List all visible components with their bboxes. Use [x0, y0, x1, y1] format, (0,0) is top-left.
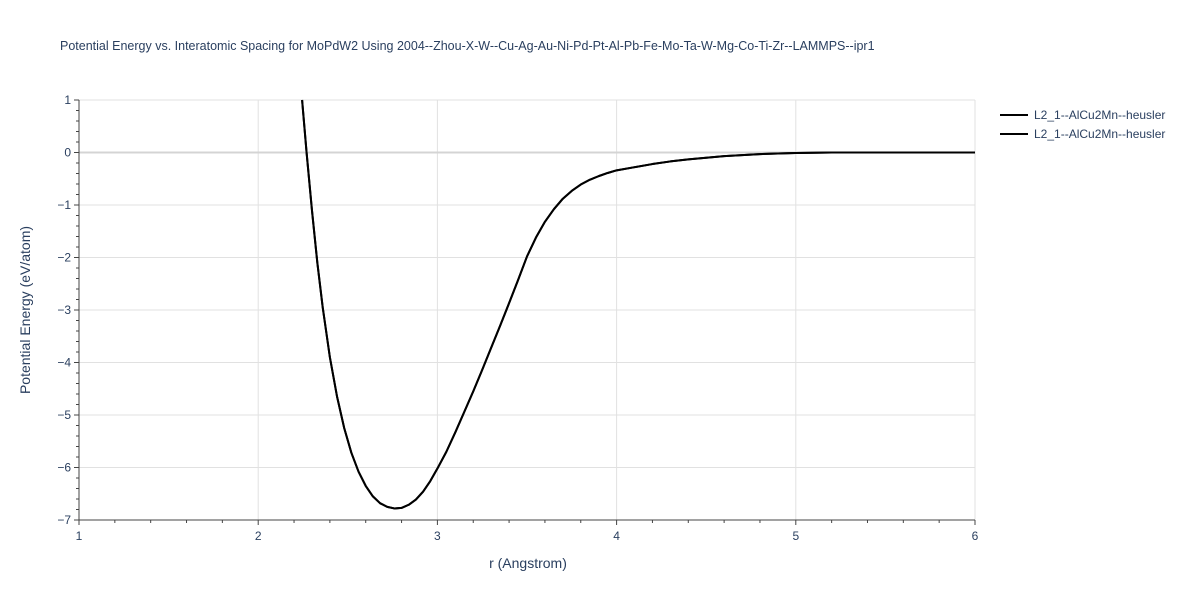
- y-axis-title: Potential Energy (eV/atom): [17, 226, 33, 394]
- y-tick-label: 1: [64, 93, 71, 107]
- legend-label-2: L2_1--AlCu2Mn--heusler: [1034, 127, 1165, 141]
- axis-layer: 1 2 3 4 5 6 1 0 −1 −2 −3 −4 −5 −6 −7: [57, 93, 978, 543]
- x-tick-label: 1: [76, 529, 83, 543]
- series-line-2: [301, 99, 975, 510]
- legend-label-1: L2_1--AlCu2Mn--heusler: [1034, 108, 1165, 122]
- x-tick-label: 4: [613, 529, 620, 543]
- x-tick-label: 6: [972, 529, 979, 543]
- y-tick-label: −5: [57, 408, 71, 422]
- y-tick-label: −6: [57, 461, 71, 475]
- series-line-1: [301, 99, 975, 510]
- y-tick-label: −4: [57, 356, 71, 370]
- y-tick-label: −3: [57, 303, 71, 317]
- x-tick-label: 3: [434, 529, 441, 543]
- plot-layer: [301, 99, 975, 510]
- grid-layer: [79, 99, 976, 520]
- y-tick-label: −2: [57, 251, 71, 265]
- chart-title: Potential Energy vs. Interatomic Spacing…: [60, 39, 875, 53]
- y-tick-label: −1: [57, 198, 71, 212]
- x-tick-label: 2: [255, 529, 262, 543]
- x-tick-label: 5: [792, 529, 799, 543]
- y-tick-label: 0: [64, 146, 71, 160]
- y-tick-label: −7: [57, 513, 71, 527]
- legend: L2_1--AlCu2Mn--heusler L2_1--AlCu2Mn--heu…: [1000, 108, 1165, 141]
- x-axis-title: r (Angstrom): [489, 555, 567, 571]
